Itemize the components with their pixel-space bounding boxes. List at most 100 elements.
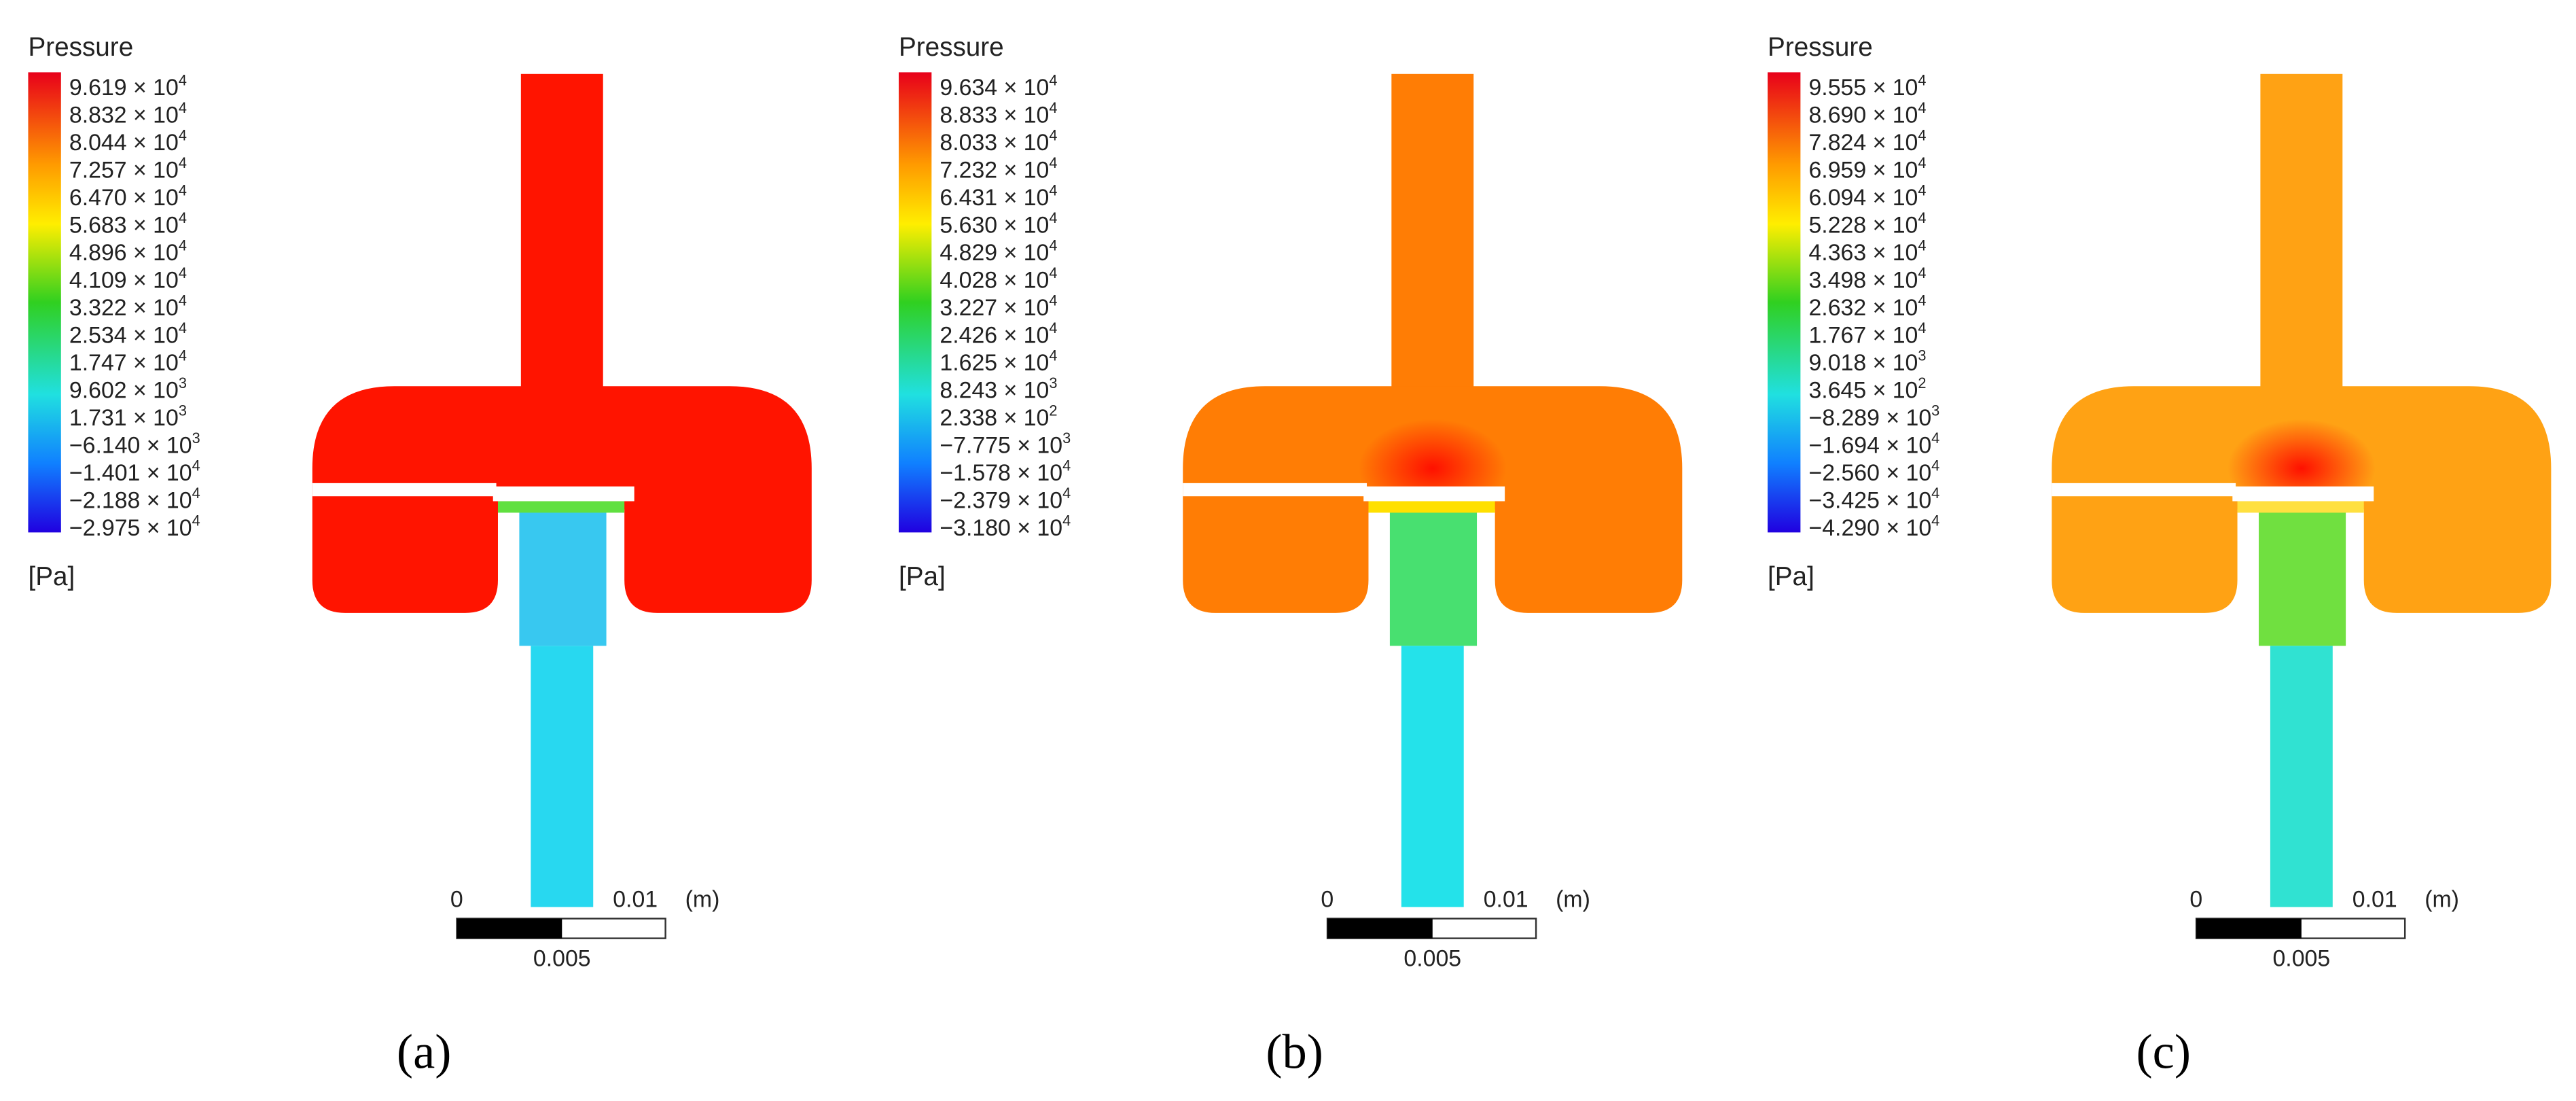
- label-exp: 4: [1049, 72, 1057, 89]
- label-exp: 4: [1918, 99, 1926, 116]
- label-base: 8.044 × 10: [69, 130, 179, 156]
- scale-end: 0.01: [2353, 887, 2397, 913]
- valve-plate: [1363, 486, 1505, 502]
- legend-label: 3.645 × 102: [1808, 374, 1926, 404]
- legend-label: 8.044 × 104: [69, 127, 187, 156]
- label-exp: 4: [1931, 512, 1939, 529]
- outlet-tube: [1401, 646, 1464, 907]
- legend-label: 6.470 × 104: [69, 182, 187, 211]
- scale-mid: 0.005: [1403, 946, 1461, 972]
- legend-label: −3.425 × 104: [1808, 485, 1939, 514]
- legend-label: 1.747 × 104: [69, 347, 187, 377]
- legend-label: 3.227 × 104: [940, 292, 1057, 321]
- label-base: 3.322 × 10: [69, 295, 179, 321]
- label-base: −3.180 × 10: [940, 515, 1062, 541]
- scale-unit: (m): [685, 887, 720, 913]
- legend-label: 2.426 × 104: [940, 319, 1057, 349]
- label-base: 9.602 × 10: [69, 378, 179, 404]
- label-exp: 3: [1049, 374, 1057, 391]
- label-base: 7.232 × 10: [940, 158, 1049, 184]
- label-exp: 4: [1918, 292, 1926, 309]
- label-base: 9.634 × 10: [940, 75, 1049, 101]
- legend-label: 8.832 × 104: [69, 99, 187, 128]
- label-base: −8.289 × 10: [1808, 405, 1931, 431]
- label-base: 7.824 × 10: [1808, 130, 1918, 156]
- valve-channel: [2258, 504, 2346, 646]
- label-exp: 4: [179, 209, 187, 226]
- label-base: 5.683 × 10: [69, 213, 179, 239]
- legend-label: −1.401 × 104: [69, 457, 200, 487]
- label-base: −2.975 × 10: [69, 515, 192, 541]
- legend-label: 6.094 × 104: [1808, 182, 1926, 211]
- label-exp: 4: [192, 457, 200, 474]
- legend-label: −7.775 × 103: [940, 430, 1071, 459]
- label-base: −1.694 × 10: [1808, 433, 1931, 459]
- label-base: 4.028 × 10: [940, 268, 1049, 294]
- legend-label: 9.018 × 103: [1808, 347, 1926, 377]
- label-exp: 2: [1918, 374, 1926, 391]
- label-exp: 4: [1049, 237, 1057, 254]
- label-base: 3.227 × 10: [940, 295, 1049, 321]
- label-exp: 4: [192, 485, 200, 502]
- label-exp: 4: [1918, 209, 1926, 226]
- inlet-stem: [2260, 73, 2343, 403]
- legend-label: −4.290 × 104: [1808, 512, 1939, 542]
- valve-channel: [1389, 504, 1478, 646]
- label-base: 2.338 × 10: [940, 405, 1049, 431]
- label-exp: 4: [1918, 319, 1926, 336]
- legend-label: 2.534 × 104: [69, 319, 187, 349]
- label-base: 3.498 × 10: [1808, 268, 1918, 294]
- outlet-tube: [531, 646, 594, 907]
- label-exp: 4: [1918, 182, 1926, 199]
- label-exp: 3: [179, 374, 187, 391]
- legend-label: 3.322 × 104: [69, 292, 187, 321]
- slit: [312, 483, 497, 497]
- legend-label: 4.829 × 104: [940, 237, 1057, 266]
- scale-unit: (m): [2425, 887, 2459, 913]
- label-base: −1.401 × 10: [69, 460, 192, 486]
- label-base: 8.033 × 10: [940, 130, 1049, 156]
- label-exp: 4: [1918, 264, 1926, 281]
- label-base: 9.018 × 10: [1808, 350, 1918, 376]
- legend-label: 9.555 × 104: [1808, 72, 1926, 101]
- label-exp: 4: [179, 99, 187, 116]
- label-exp: 4: [1049, 182, 1057, 199]
- label-exp: 4: [179, 264, 187, 281]
- legend-label: 1.767 × 104: [1808, 319, 1926, 349]
- legend-label: 6.431 × 104: [940, 182, 1057, 211]
- scale-end: 0.01: [1484, 887, 1528, 913]
- label-exp: 4: [1049, 264, 1057, 281]
- legend-unit: [Pa]: [28, 562, 75, 591]
- label-base: 4.109 × 10: [69, 268, 179, 294]
- legend-unit: [Pa]: [1768, 562, 1814, 591]
- scale-bar-fill: [2196, 918, 2302, 939]
- legend-label: −3.180 × 104: [940, 512, 1071, 542]
- label-exp: 4: [1049, 347, 1057, 364]
- label-base: 2.426 × 10: [940, 323, 1049, 349]
- legend-label: −2.560 × 104: [1808, 457, 1939, 487]
- valve-gap: [1368, 501, 1495, 513]
- label-exp: 4: [1062, 457, 1071, 474]
- label-base: 2.534 × 10: [69, 323, 179, 349]
- label-base: 5.228 × 10: [1808, 213, 1918, 239]
- label-base: 9.619 × 10: [69, 75, 179, 101]
- valve-plate: [493, 486, 634, 502]
- legend-label: −2.379 × 104: [940, 485, 1071, 514]
- label-base: 5.630 × 10: [940, 213, 1049, 239]
- label-exp: 4: [1062, 485, 1071, 502]
- legend-label: 4.028 × 104: [940, 264, 1057, 294]
- label-base: −2.560 × 10: [1808, 460, 1931, 486]
- legend-label: 6.959 × 104: [1808, 154, 1926, 184]
- label-exp: 4: [1049, 154, 1057, 171]
- scale-unit: (m): [1556, 887, 1590, 913]
- label-base: 8.243 × 10: [940, 378, 1049, 404]
- label-exp: 2: [1049, 402, 1057, 419]
- label-exp: 3: [1918, 347, 1926, 364]
- label-exp: 4: [1918, 237, 1926, 254]
- label-base: −7.775 × 10: [940, 433, 1062, 459]
- legend-label: 1.625 × 104: [940, 347, 1057, 377]
- colorbar: [28, 72, 61, 533]
